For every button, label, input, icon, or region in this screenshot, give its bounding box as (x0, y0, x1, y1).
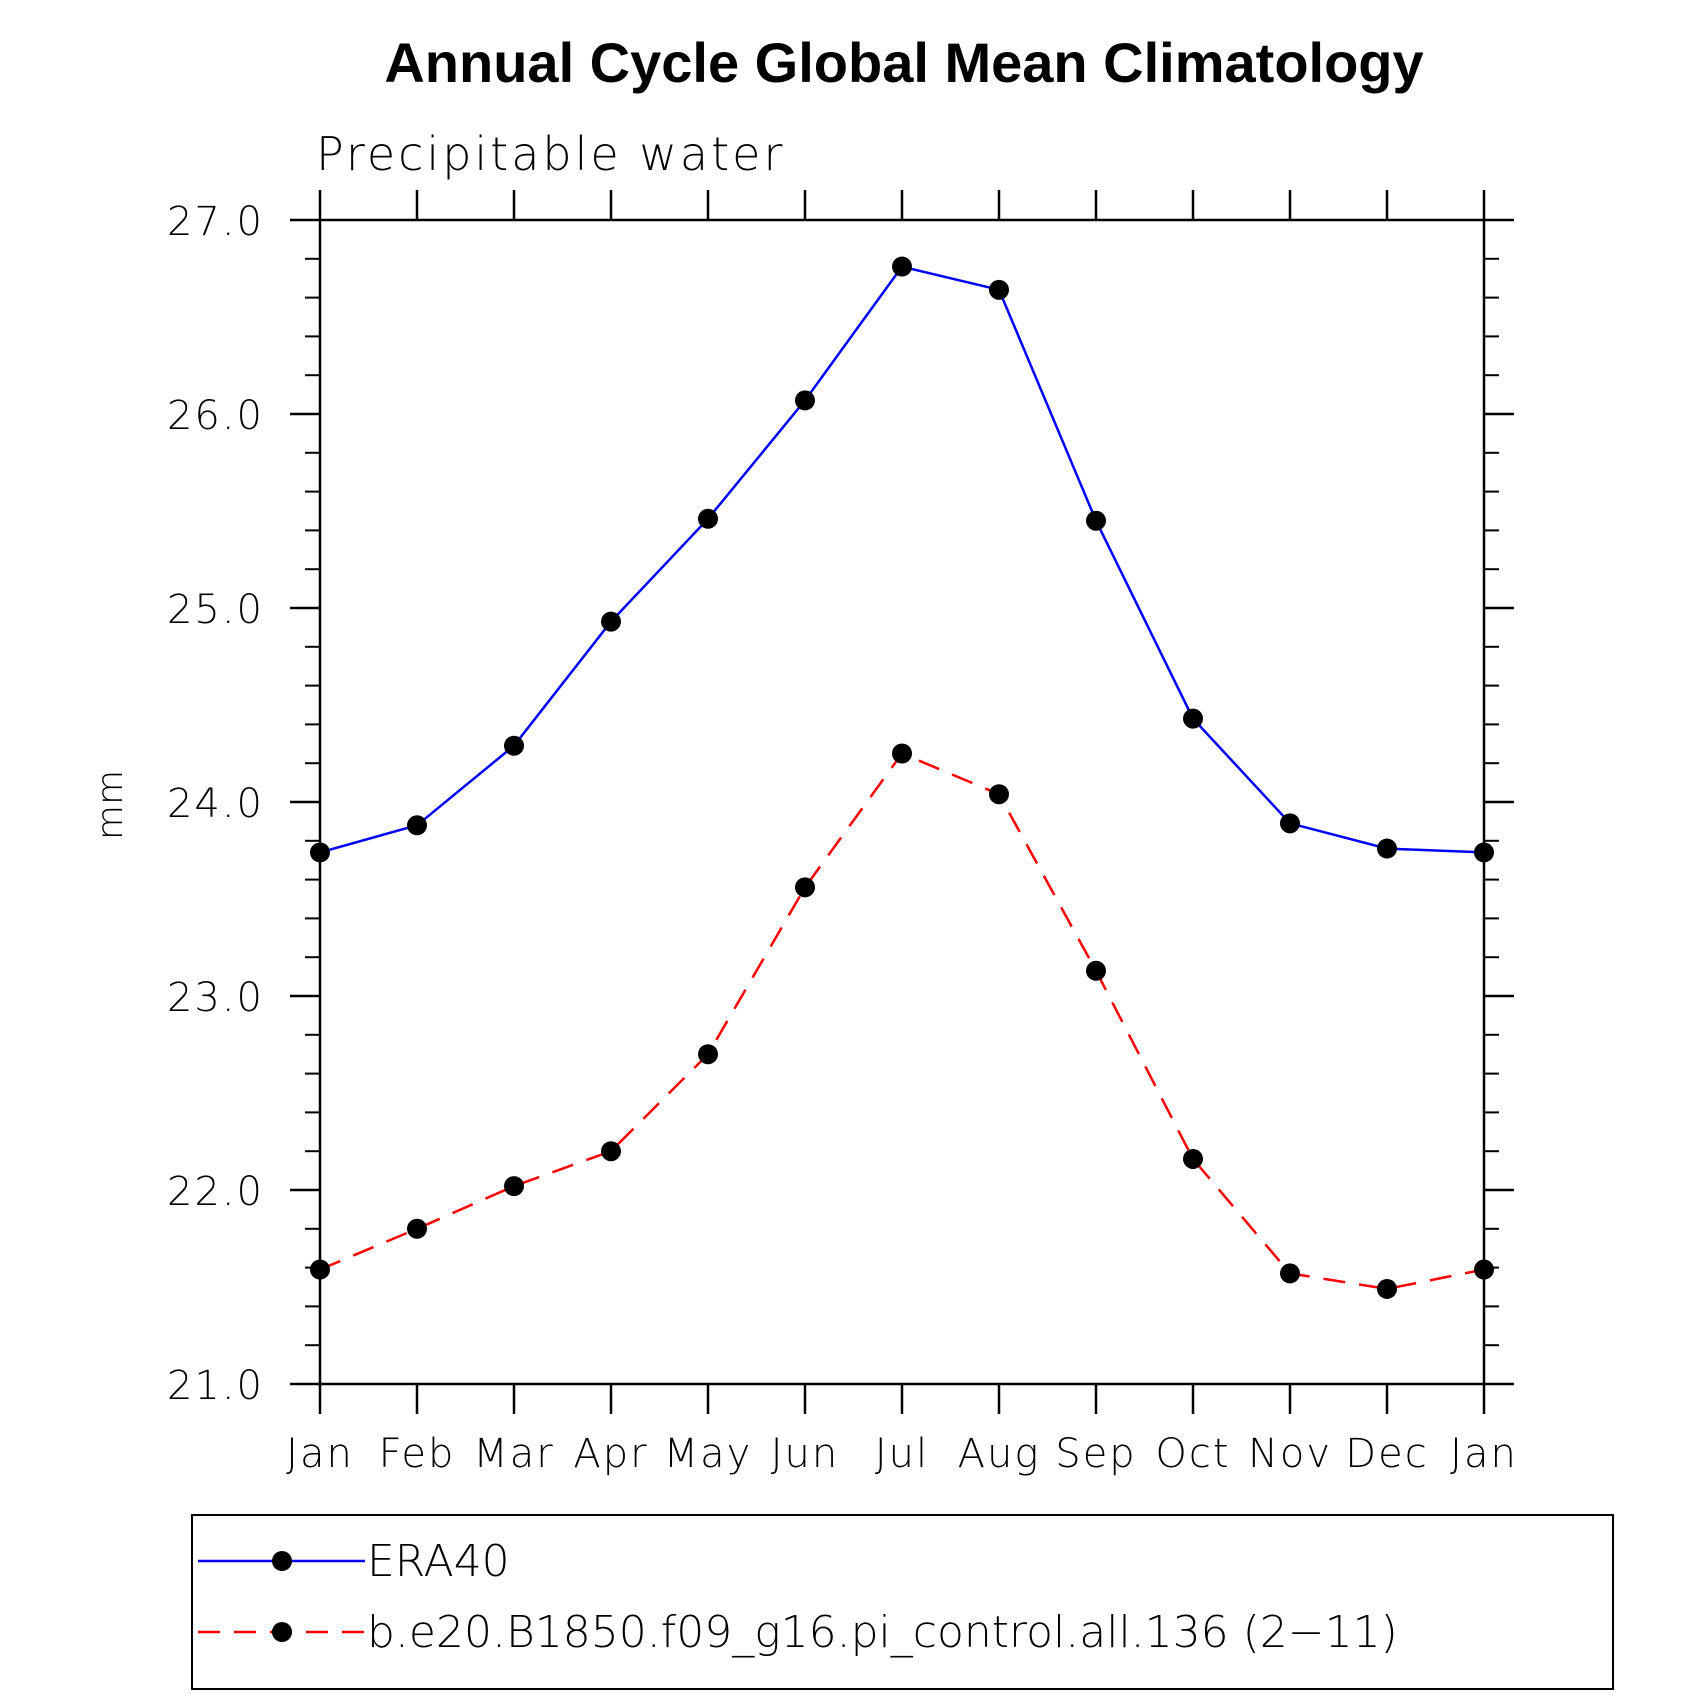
chart-title: Annual Cycle Global Mean Climatology (384, 31, 1423, 94)
data-point-series-1 (1377, 1278, 1397, 1299)
chart-subtitle: Precipitable water (316, 127, 785, 181)
legend-label-era40: ERA40 (367, 1536, 510, 1587)
y-tick-label: 23.0 (167, 975, 264, 1021)
data-point-series-0 (310, 842, 330, 863)
y-tick-label: 27.0 (167, 199, 264, 245)
legend-entry-model: b.e20.B1850.f09_g16.pi_control.all.136 (… (198, 1607, 1398, 1658)
x-tick-label: Dec (1345, 1431, 1428, 1477)
data-point-series-1 (1183, 1148, 1203, 1169)
data-point-series-0 (407, 815, 427, 836)
data-point-series-1 (310, 1259, 330, 1280)
data-point-series-0 (1377, 838, 1397, 859)
y-tick-label: 22.0 (167, 1169, 264, 1215)
series-layer (310, 256, 1494, 1299)
x-tick-label: Sep (1055, 1431, 1136, 1477)
data-point-series-0 (1183, 708, 1203, 729)
data-point-series-1 (1474, 1259, 1494, 1280)
y-tick-label: 25.0 (167, 587, 264, 633)
data-point-series-1 (989, 784, 1009, 805)
data-point-series-0 (892, 256, 912, 277)
y-tick-label: 24.0 (167, 781, 264, 827)
x-tick-label: Jan (1450, 1431, 1518, 1477)
y-axis-label: mm (90, 770, 131, 840)
data-point-series-1 (407, 1218, 427, 1239)
x-tick-label: May (664, 1431, 753, 1477)
data-point-series-0 (698, 508, 718, 529)
x-tick-label: Oct (1155, 1431, 1230, 1477)
series-line-1 (319, 751, 1485, 1291)
data-point-series-0 (1086, 510, 1106, 531)
plot-frame (318, 218, 1486, 1386)
data-point-series-0 (601, 611, 621, 632)
data-point-series-0 (1474, 842, 1494, 863)
legend-label-model: b.e20.B1850.f09_g16.pi_control.all.136 (… (367, 1607, 1398, 1658)
series-line-0 (319, 265, 1485, 854)
data-point-series-1 (504, 1176, 524, 1197)
x-tick-label: Apr (573, 1431, 648, 1477)
x-tick-label: Aug (958, 1431, 1041, 1477)
data-point-series-1 (892, 743, 912, 764)
x-tick-label: Feb (379, 1431, 456, 1477)
x-tick-label: Nov (1248, 1431, 1332, 1477)
data-point-series-1 (795, 877, 815, 898)
legend-marker-model (272, 1622, 292, 1642)
data-point-series-1 (1280, 1263, 1300, 1284)
legend-box (191, 1514, 1614, 1690)
data-point-series-0 (1280, 813, 1300, 834)
plot-axes: 21.0 22.0 23.0 24.0 25.0 26.0 27.0 Jan Feb Mar Apr… (167, 190, 1518, 1477)
y-tick-label: 26.0 (167, 393, 264, 439)
data-point-series-1 (601, 1141, 621, 1162)
data-point-series-0 (989, 279, 1009, 300)
x-tick-label: Mar (473, 1431, 554, 1477)
data-point-series-1 (698, 1044, 718, 1065)
x-tick-label: Jun (771, 1431, 840, 1477)
y-tick-label: 21.0 (167, 1363, 264, 1409)
data-point-series-0 (504, 735, 524, 756)
legend-marker-era40 (272, 1551, 292, 1571)
data-point-series-1 (1086, 960, 1106, 981)
legend: ERA40 b.e20.B1850.f09_g16.pi_control.all… (191, 1514, 1614, 1690)
x-tick-label: Jul (875, 1431, 929, 1477)
x-tick-label: Jan (286, 1431, 354, 1477)
legend-entry-era40: ERA40 (198, 1536, 510, 1587)
data-point-series-0 (795, 390, 815, 411)
